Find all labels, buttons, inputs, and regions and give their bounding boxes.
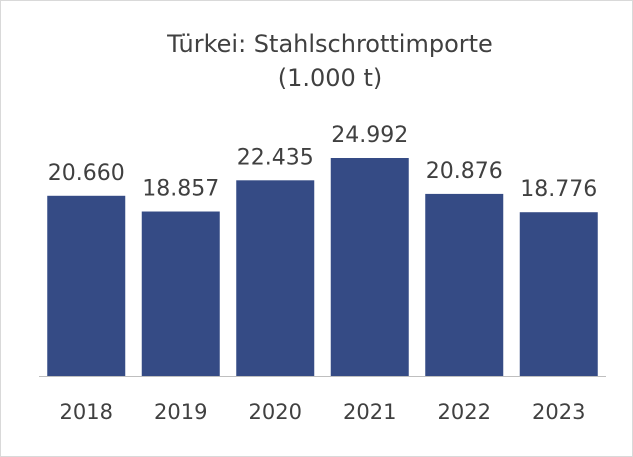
chart-title: Türkei: Stahlschrottimporte [166, 30, 493, 58]
bar [141, 211, 220, 376]
value-label: 18.857 [142, 177, 219, 202]
value-label: 22.435 [237, 145, 314, 170]
x-tick-label: 2022 [438, 400, 491, 424]
bar [425, 193, 504, 376]
x-tick-label: 2018 [60, 400, 113, 424]
bar [330, 158, 409, 376]
value-label: 18.776 [520, 177, 597, 202]
value-label: 24.992 [331, 123, 408, 148]
x-tick-label: 2021 [343, 400, 396, 424]
x-tick-label: 2020 [249, 400, 302, 424]
x-tick-label: 2023 [532, 400, 585, 424]
bar [47, 195, 126, 376]
chart-subtitle: (1.000 t) [278, 64, 382, 92]
bar [519, 212, 598, 376]
bar [236, 180, 315, 376]
value-label: 20.660 [48, 161, 125, 186]
value-label: 20.876 [426, 159, 503, 184]
x-tick-label: 2019 [154, 400, 207, 424]
